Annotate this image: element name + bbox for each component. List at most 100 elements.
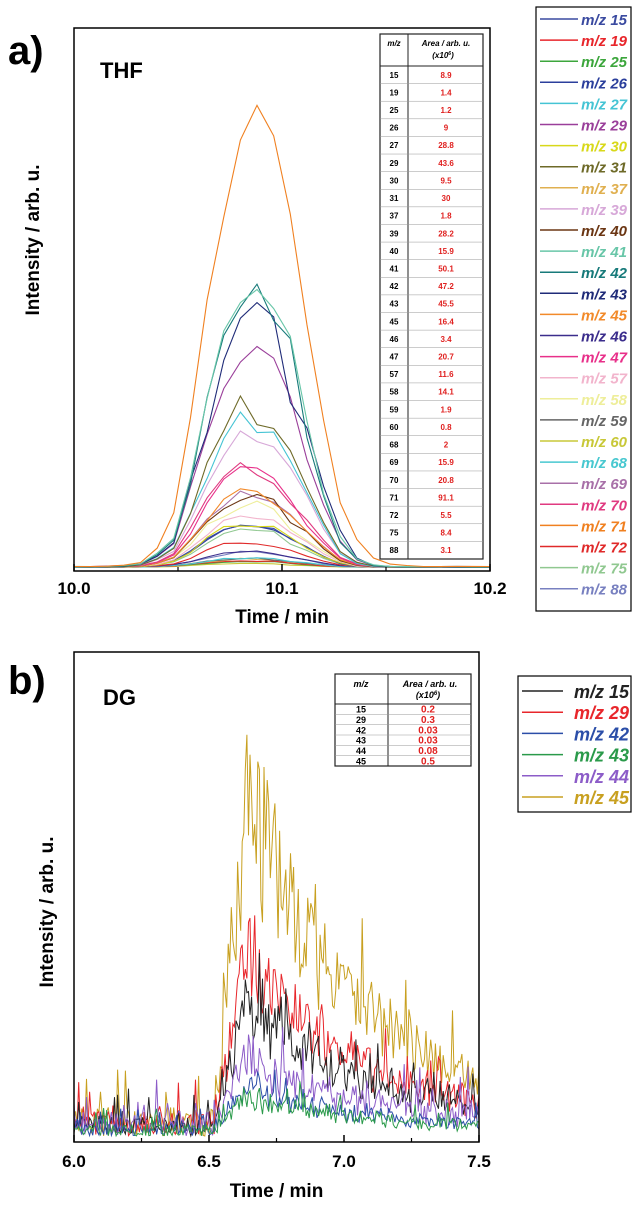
legend-label: m/z 25 [581, 54, 628, 71]
x-tick-label: 10.0 [57, 579, 90, 598]
legend-label: m/z 60 [581, 434, 628, 451]
legend-label: m/z 59 [581, 413, 628, 430]
table-cell-area: 0.08 [418, 746, 438, 757]
table-cell-mz: 42 [390, 282, 399, 291]
table-cell-area: 1.8 [440, 212, 452, 221]
table-cell-mz: 26 [390, 124, 399, 133]
table-cell-area: 9.5 [440, 176, 452, 185]
legend-label: m/z 45 [581, 307, 628, 324]
x-tick-label: 10.1 [265, 579, 298, 598]
panel-b-table-header-unit: (x106) [416, 690, 440, 700]
panel-b-plot: 6.0 6.5 7.0 7.5 Time / min [62, 734, 491, 1202]
table-cell-mz: 25 [390, 106, 399, 115]
x-axis-label: Time / min [230, 1181, 324, 1202]
table-cell-mz: 29 [390, 159, 399, 168]
legend-label: m/z 41 [581, 244, 627, 261]
panel-b-table: m/z Area / arb. u. (x106) 15 0.2 29 0.3 42 0.… [334, 673, 472, 767]
legend-label: m/z 40 [581, 223, 628, 240]
legend-label: m/z 45 [574, 788, 630, 808]
table-cell-area: 3.1 [440, 546, 452, 555]
x-tick-label: 6.0 [62, 1152, 86, 1171]
table-cell-mz: 47 [390, 353, 399, 362]
legend-label: m/z 70 [581, 497, 628, 514]
panel-a-table: m/z Area / arb. u. (x106) 15 8.9 19 1.4 25 1.… [379, 33, 484, 560]
panel-b-frame [73, 651, 480, 1143]
legend-label: m/z 43 [574, 746, 629, 766]
legend-label: m/z 75 [581, 561, 628, 578]
table-cell-mz: 45 [356, 756, 366, 766]
panel-a-y-axis-label: Intensity / arb. u. [23, 165, 44, 316]
legend-label: m/z 39 [581, 202, 628, 219]
table-cell-area: 30 [442, 194, 451, 203]
legend-label: m/z 30 [581, 139, 628, 156]
legend-label: m/z 71 [581, 518, 627, 535]
table-cell-area: 1.9 [440, 405, 452, 414]
table-cell-area: 0.03 [418, 725, 438, 736]
table-cell-area: 5.5 [440, 511, 452, 520]
table-cell-area: 0.2 [421, 705, 435, 716]
table-cell-mz: 40 [390, 247, 399, 256]
table-cell-area: 0.8 [440, 423, 452, 432]
panel-a-table-header-mz: m/z [387, 39, 400, 48]
series-line-m-z-15 [73, 952, 480, 1138]
legend-label: m/z 47 [581, 350, 628, 367]
series-line-m-z-71 [73, 104, 491, 568]
table-cell-mz: 43 [356, 736, 366, 746]
table-cell-mz: 37 [390, 212, 399, 221]
table-cell-mz: 19 [390, 88, 399, 97]
x-tick-label: 7.5 [467, 1152, 491, 1171]
table-cell-mz: 75 [390, 529, 399, 538]
table-cell-mz: 44 [356, 746, 366, 756]
panel-b-table-header-mz: m/z [353, 679, 369, 689]
table-cell-area: 0.03 [418, 736, 438, 747]
table-cell-area: 2 [444, 441, 449, 450]
table-cell-area: 43.6 [438, 159, 454, 168]
table-cell-mz: 88 [390, 546, 399, 555]
x-tick-label: 10.2 [473, 579, 506, 598]
legend-label: m/z 58 [581, 392, 628, 409]
x-tick-label: 7.0 [332, 1152, 356, 1171]
legend-label: m/z 44 [574, 767, 629, 787]
table-cell-area: 45.5 [438, 300, 454, 309]
table-cell-area: 8.4 [440, 529, 452, 538]
series-line-m-z-44 [73, 1026, 480, 1136]
table-cell-area: 50.1 [438, 264, 454, 273]
table-cell-mz: 71 [390, 493, 399, 502]
table-cell-mz: 43 [390, 300, 399, 309]
table-cell-mz: 59 [390, 405, 399, 414]
table-cell-area: 8.9 [440, 71, 452, 80]
legend-label: m/z 46 [581, 329, 628, 346]
table-cell-mz: 30 [390, 176, 399, 185]
legend-label: m/z 68 [581, 455, 628, 472]
series-line-m-z-43 [73, 1081, 480, 1138]
legend-label: m/z 26 [581, 75, 628, 92]
table-cell-mz: 57 [390, 370, 399, 379]
legend-label: m/z 19 [581, 33, 628, 50]
table-cell-mz: 58 [390, 388, 399, 397]
legend-label: m/z 31 [581, 160, 627, 177]
panel-b-legend: m/z 15m/z 29m/z 42m/z 43m/z 44m/z 45 [517, 675, 632, 813]
table-cell-mz: 29 [356, 715, 366, 725]
panel-a-table-header-area: Area / arb. u. [421, 39, 470, 48]
table-cell-area: 14.1 [438, 388, 454, 397]
table-cell-area: 16.4 [438, 317, 454, 326]
legend-label: m/z 15 [574, 682, 630, 702]
legend-label: m/z 37 [581, 181, 628, 198]
panel-a-plot: 10.0 10.1 10.2 Time / min [57, 104, 507, 628]
panel-a-table-header-unit: (x106) [432, 51, 454, 60]
panel-a-sample-label: THF [100, 58, 143, 83]
legend-label: m/z 42 [581, 265, 628, 282]
series-line-m-z-45 [73, 734, 480, 1137]
legend-label: m/z 27 [581, 96, 628, 113]
table-cell-mz: 15 [390, 71, 399, 80]
table-cell-mz: 68 [390, 441, 399, 450]
table-cell-area: 20.7 [438, 353, 454, 362]
panel-a-frame [73, 27, 491, 572]
panel-b-table-header-area: Area / arb. u. [402, 679, 458, 689]
legend-label: m/z 42 [574, 724, 629, 744]
table-cell-area: 9 [444, 124, 449, 133]
table-cell-mz: 46 [390, 335, 399, 344]
table-cell-area: 28.2 [438, 229, 454, 238]
legend-label: m/z 88 [581, 582, 628, 599]
